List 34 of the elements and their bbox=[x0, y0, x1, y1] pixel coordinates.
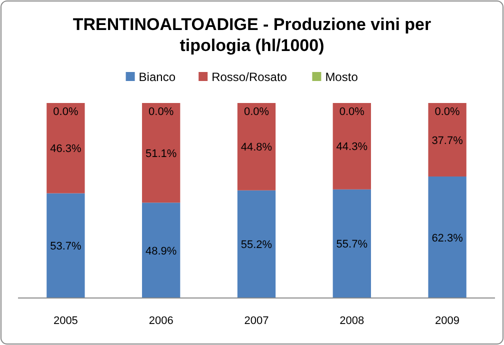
bar bbox=[237, 103, 276, 190]
data-label: 44.3% bbox=[336, 141, 368, 154]
bar bbox=[142, 202, 180, 298]
data-label: 53.7% bbox=[50, 240, 82, 253]
x-tick-label: 2005 bbox=[53, 315, 78, 327]
data-label: 46.3% bbox=[50, 143, 82, 156]
bar bbox=[428, 103, 466, 177]
bar bbox=[142, 103, 180, 203]
bar bbox=[332, 189, 371, 298]
x-tick-label: 2008 bbox=[340, 315, 364, 327]
data-label: 51.1% bbox=[146, 148, 177, 160]
bar bbox=[332, 103, 371, 190]
bar bbox=[237, 190, 276, 298]
bar bbox=[428, 176, 466, 298]
bar bbox=[46, 103, 85, 194]
data-label: 55.2% bbox=[240, 239, 272, 252]
data-label: 0.0% bbox=[244, 106, 270, 118]
chart-title: TRENTINOALTOADIGE - Produzione vini per tipologia (hl/1000) bbox=[72, 15, 432, 55]
data-label: 0.0% bbox=[148, 106, 174, 118]
x-tick-label: 2006 bbox=[148, 315, 174, 327]
data-label: 0.0% bbox=[339, 106, 365, 118]
data-label: 0.0% bbox=[53, 106, 78, 118]
data-label: 48.9% bbox=[146, 245, 177, 258]
x-tick-label: 2007 bbox=[244, 315, 269, 327]
x-tick-label: 2009 bbox=[435, 315, 460, 327]
legend-label: Bianco bbox=[138, 70, 176, 84]
data-label: 37.7% bbox=[432, 134, 464, 147]
legend-label: Rosso/Rosato bbox=[212, 70, 288, 84]
data-label: 62.3% bbox=[432, 232, 464, 244]
data-label: 44.8% bbox=[240, 142, 272, 154]
data-label: 55.7% bbox=[336, 238, 368, 251]
bar bbox=[46, 193, 85, 298]
legend-label: Mosto bbox=[325, 70, 358, 84]
data-label: 0.0% bbox=[434, 106, 460, 118]
